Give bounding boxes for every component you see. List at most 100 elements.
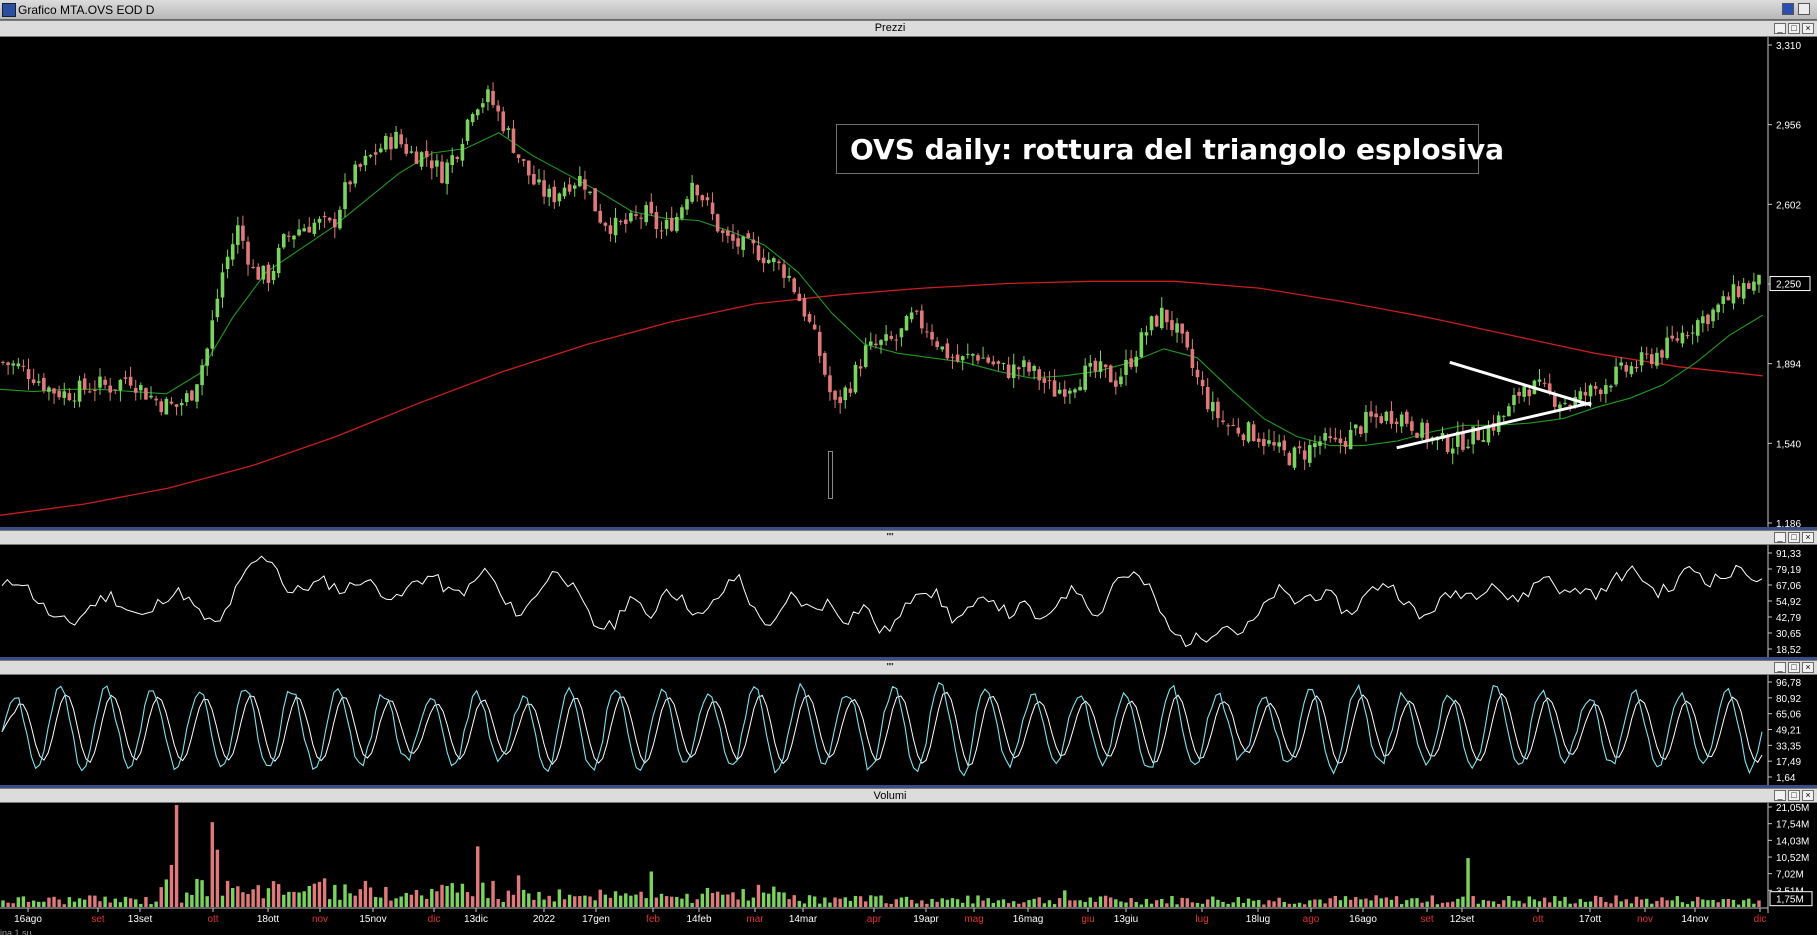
volume-bar xyxy=(1389,899,1394,907)
volume-bar xyxy=(379,897,383,907)
volume-bar xyxy=(1103,895,1108,907)
volume-bar xyxy=(317,881,322,907)
panel-splitter[interactable] xyxy=(0,785,1817,788)
volume-bar xyxy=(1456,898,1460,907)
volume-chart[interactable]: 21,05M17,54M14,03M10,52M7,02M3,51M1,75M1… xyxy=(0,803,1817,935)
candle-body xyxy=(1547,383,1552,393)
candle-body xyxy=(1006,364,1011,379)
candle-body xyxy=(909,312,914,320)
volume-bar xyxy=(1042,903,1047,907)
volume-bar xyxy=(450,883,454,907)
volume-bar xyxy=(629,895,633,907)
minimize-panel-button[interactable]: _ xyxy=(1774,662,1786,673)
minimize-panel-button[interactable]: _ xyxy=(1774,532,1786,543)
candle-body xyxy=(465,119,470,141)
candle-body xyxy=(312,222,317,234)
candle-body xyxy=(47,387,51,392)
volume-bar xyxy=(491,880,495,907)
maximize-panel-button[interactable]: □ xyxy=(1788,790,1800,801)
y-tick-label: 30,65 xyxy=(1776,629,1801,640)
volume-bar xyxy=(1629,903,1634,907)
minimize-panel-button[interactable]: _ xyxy=(1774,790,1786,801)
close-panel-button[interactable]: × xyxy=(1802,662,1814,673)
candle-body xyxy=(144,388,148,400)
candle-body xyxy=(1292,447,1297,468)
restore-window-button[interactable] xyxy=(1782,3,1794,15)
maximize-panel-button[interactable]: □ xyxy=(1788,662,1800,673)
candle-body xyxy=(960,356,965,361)
candle-body xyxy=(343,182,347,210)
candle-body xyxy=(307,226,312,233)
x-tick-label: set xyxy=(91,914,105,925)
candle-body xyxy=(603,222,608,226)
volume-bar xyxy=(37,901,41,907)
candle-body xyxy=(154,398,158,401)
volume-bar xyxy=(1476,903,1480,907)
close-window-button[interactable] xyxy=(1798,3,1810,15)
candle-body xyxy=(1614,366,1618,385)
volume-bar xyxy=(685,893,689,907)
volume-bar xyxy=(327,899,332,907)
volume-bar xyxy=(884,903,888,907)
candle-body xyxy=(1384,411,1389,421)
volume-bar xyxy=(159,887,163,907)
maximize-panel-button[interactable]: □ xyxy=(1788,532,1800,543)
candle-body xyxy=(373,152,378,155)
candle-body xyxy=(572,185,577,189)
volume-bar xyxy=(1313,899,1317,907)
minimize-panel-button[interactable]: _ xyxy=(1774,23,1786,34)
volume-bar xyxy=(190,894,194,907)
close-panel-button[interactable]: × xyxy=(1802,532,1814,543)
last-volume-box xyxy=(1769,891,1813,907)
volume-bar xyxy=(1706,900,1710,907)
volume-bar xyxy=(848,900,853,907)
volume-bar xyxy=(644,898,648,907)
candle-body xyxy=(1073,389,1077,393)
candle-body xyxy=(618,221,623,223)
maximize-panel-button[interactable]: □ xyxy=(1788,23,1800,34)
rsi-chart[interactable]: 91,33 79,19 67,06 54,92 42,79 30,65 18,52 xyxy=(0,545,1817,657)
candle-body xyxy=(1098,361,1103,372)
panel-splitter[interactable] xyxy=(0,657,1817,660)
candle-body xyxy=(787,275,791,278)
candle-body xyxy=(1246,422,1251,442)
volume-bar xyxy=(108,902,112,907)
candle-body xyxy=(889,335,894,339)
panel-splitter[interactable] xyxy=(0,527,1817,530)
candle-body xyxy=(1394,421,1399,424)
volume-bar xyxy=(1364,898,1368,907)
volume-bar xyxy=(731,892,735,907)
last-volume-label: 1,75M xyxy=(1776,895,1804,906)
volume-bar xyxy=(1078,900,1082,907)
candle-body xyxy=(42,377,46,391)
candle-body xyxy=(838,396,842,403)
candle-body xyxy=(516,154,521,158)
candle-body xyxy=(1553,394,1557,407)
volume-bar xyxy=(1328,898,1332,907)
candle-body xyxy=(695,185,700,196)
volume-bar xyxy=(470,896,475,907)
candle-body xyxy=(1450,448,1455,454)
volume-bar xyxy=(1068,900,1072,907)
volume-bar xyxy=(971,903,975,907)
close-panel-button[interactable]: × xyxy=(1802,23,1814,34)
close-panel-button[interactable]: × xyxy=(1802,790,1814,801)
candle-body xyxy=(526,160,531,176)
volume-bar xyxy=(1241,902,1246,907)
candle-body xyxy=(302,228,306,232)
candle-body xyxy=(598,210,603,223)
candle-body xyxy=(26,369,31,380)
candle-body xyxy=(297,229,301,236)
stochastic-chart[interactable]: 96,78 80,92 65,06 49,21 33,35 17,49 1,64 xyxy=(0,675,1817,785)
candle-body xyxy=(169,401,174,404)
volume-bar xyxy=(506,890,511,907)
volume-bar xyxy=(1578,898,1583,907)
candle-body xyxy=(378,148,383,153)
volume-bar xyxy=(496,898,500,907)
candle-body xyxy=(868,341,873,346)
volume-bar xyxy=(1537,901,1542,907)
candle-body xyxy=(1522,386,1526,397)
volume-bar xyxy=(1292,903,1297,907)
volume-bar xyxy=(1149,903,1154,907)
